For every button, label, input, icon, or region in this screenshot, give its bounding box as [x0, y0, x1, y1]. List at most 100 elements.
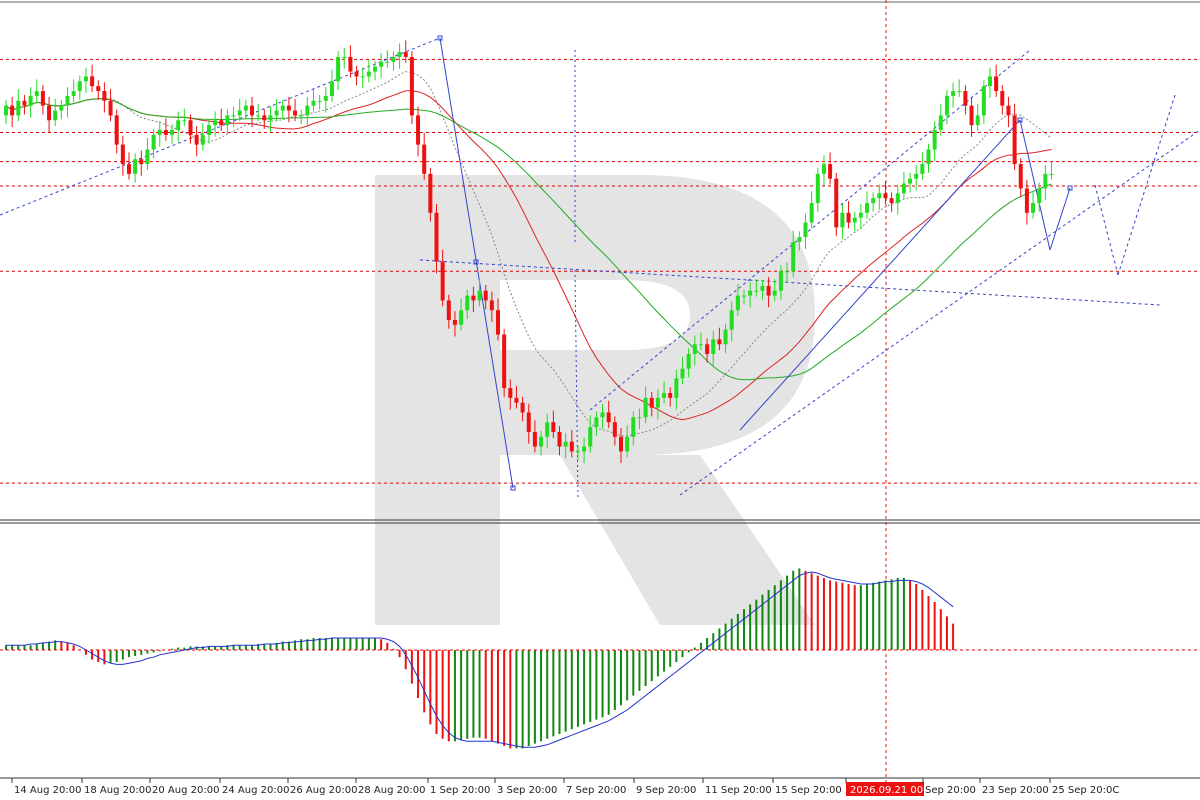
candle-body — [889, 198, 894, 204]
candle-body — [649, 397, 654, 408]
candle-body — [846, 212, 851, 223]
candle-body — [526, 412, 531, 432]
drawing-line-0[interactable] — [0, 37, 441, 216]
drawing-line-5[interactable] — [589, 49, 1031, 411]
drawing-line-4[interactable] — [574, 269, 579, 501]
time-cursor-label: 2026.09.21 00:00 — [850, 785, 939, 796]
candle-body — [34, 91, 39, 96]
candle-body — [170, 130, 175, 135]
candle-body — [471, 295, 476, 301]
candle-body — [760, 285, 765, 291]
time-tick-label: 11 Sep 20:00 — [705, 785, 772, 796]
drawing-tools[interactable] — [0, 35, 1200, 501]
candle-body — [539, 436, 544, 447]
time-tick-label: 7 Sep 20:00 — [566, 785, 626, 796]
candle-body — [440, 261, 445, 301]
candle-body — [932, 130, 937, 150]
candle-body — [865, 203, 869, 213]
candle-body — [360, 76, 365, 78]
candle-body — [403, 52, 408, 57]
candle-body — [90, 76, 95, 87]
candle-body — [588, 427, 593, 447]
candle-body — [1043, 173, 1048, 189]
candle-body — [151, 134, 156, 150]
candle-body — [834, 178, 839, 228]
drawing-anchor-3[interactable] — [1017, 117, 1023, 123]
candle-body — [40, 91, 45, 106]
drawing-anchor-1[interactable] — [510, 485, 516, 491]
candle-body — [920, 164, 925, 174]
oscillator-signal-line — [6, 571, 954, 748]
time-tick-label: 25 Sep 20:0C — [1052, 785, 1119, 796]
candle-body — [83, 76, 88, 82]
candle-body — [662, 392, 667, 398]
candle-body — [735, 295, 740, 311]
candle-body — [256, 115, 261, 117]
candle-body — [785, 271, 790, 273]
candle-body — [680, 368, 685, 379]
candle-body — [809, 203, 814, 223]
logo-watermark — [375, 175, 815, 625]
candle-body — [10, 105, 15, 116]
candle-body — [262, 115, 267, 121]
candle-body — [655, 397, 660, 408]
candle-body — [908, 178, 913, 184]
candle-body — [575, 451, 580, 453]
candle-body — [569, 441, 574, 452]
time-tick-label: 1 Sep 20:00 — [430, 785, 490, 796]
candle-body — [477, 290, 482, 301]
candle-body — [981, 86, 986, 116]
candle-body — [619, 436, 623, 452]
candle-body — [483, 290, 488, 301]
candle-body — [379, 61, 384, 67]
drawing-line-8[interactable] — [1019, 119, 1051, 251]
candle-body — [1031, 203, 1036, 213]
drawing-line-11[interactable] — [1117, 94, 1176, 276]
drawing-line-9[interactable] — [1049, 187, 1071, 251]
candle-body — [698, 344, 703, 346]
candle-body — [748, 290, 753, 296]
candle-body — [4, 105, 8, 116]
drawing-anchor-2[interactable] — [473, 259, 479, 265]
candle-body — [803, 222, 808, 238]
drawing-anchor-0[interactable] — [437, 35, 443, 41]
candle-body — [612, 422, 617, 437]
candle-body — [797, 237, 802, 243]
candle-body — [1049, 173, 1054, 175]
candle-body — [1000, 91, 1005, 106]
candle-body — [951, 91, 956, 96]
candle-body — [385, 61, 390, 63]
candle-body — [182, 120, 187, 122]
candle-body — [957, 91, 962, 93]
candle-body — [120, 144, 125, 165]
candle-body — [188, 120, 193, 135]
candle-body — [723, 329, 728, 345]
drawing-line-10[interactable] — [1094, 184, 1119, 276]
drawing-line-6[interactable] — [679, 129, 1200, 496]
candle-body — [280, 105, 285, 111]
candle-body — [200, 134, 205, 145]
candlesticks — [4, 40, 1054, 464]
time-tick-label: 26 Aug 20:00 — [290, 785, 357, 796]
drawing-anchor-4[interactable] — [1067, 185, 1073, 191]
candle-body — [348, 56, 353, 72]
candle-body — [532, 431, 537, 447]
candle-body — [114, 115, 119, 145]
candle-body — [286, 105, 291, 111]
candle-body — [428, 173, 433, 213]
drawing-line-7[interactable] — [739, 119, 1021, 431]
candle-body — [342, 56, 347, 58]
candle-body — [551, 422, 556, 432]
candle-body — [1037, 188, 1042, 204]
candle-body — [434, 212, 439, 262]
candle-body — [926, 149, 931, 165]
ma-green-line — [5, 98, 1052, 381]
candle-body — [268, 115, 273, 121]
time-tick-label: 23 Sep 20:00 — [982, 785, 1049, 796]
candle-body — [145, 149, 150, 165]
candle-body — [206, 125, 211, 135]
candle-body — [994, 76, 999, 92]
candle-body — [108, 100, 113, 116]
candle-body — [243, 105, 248, 111]
